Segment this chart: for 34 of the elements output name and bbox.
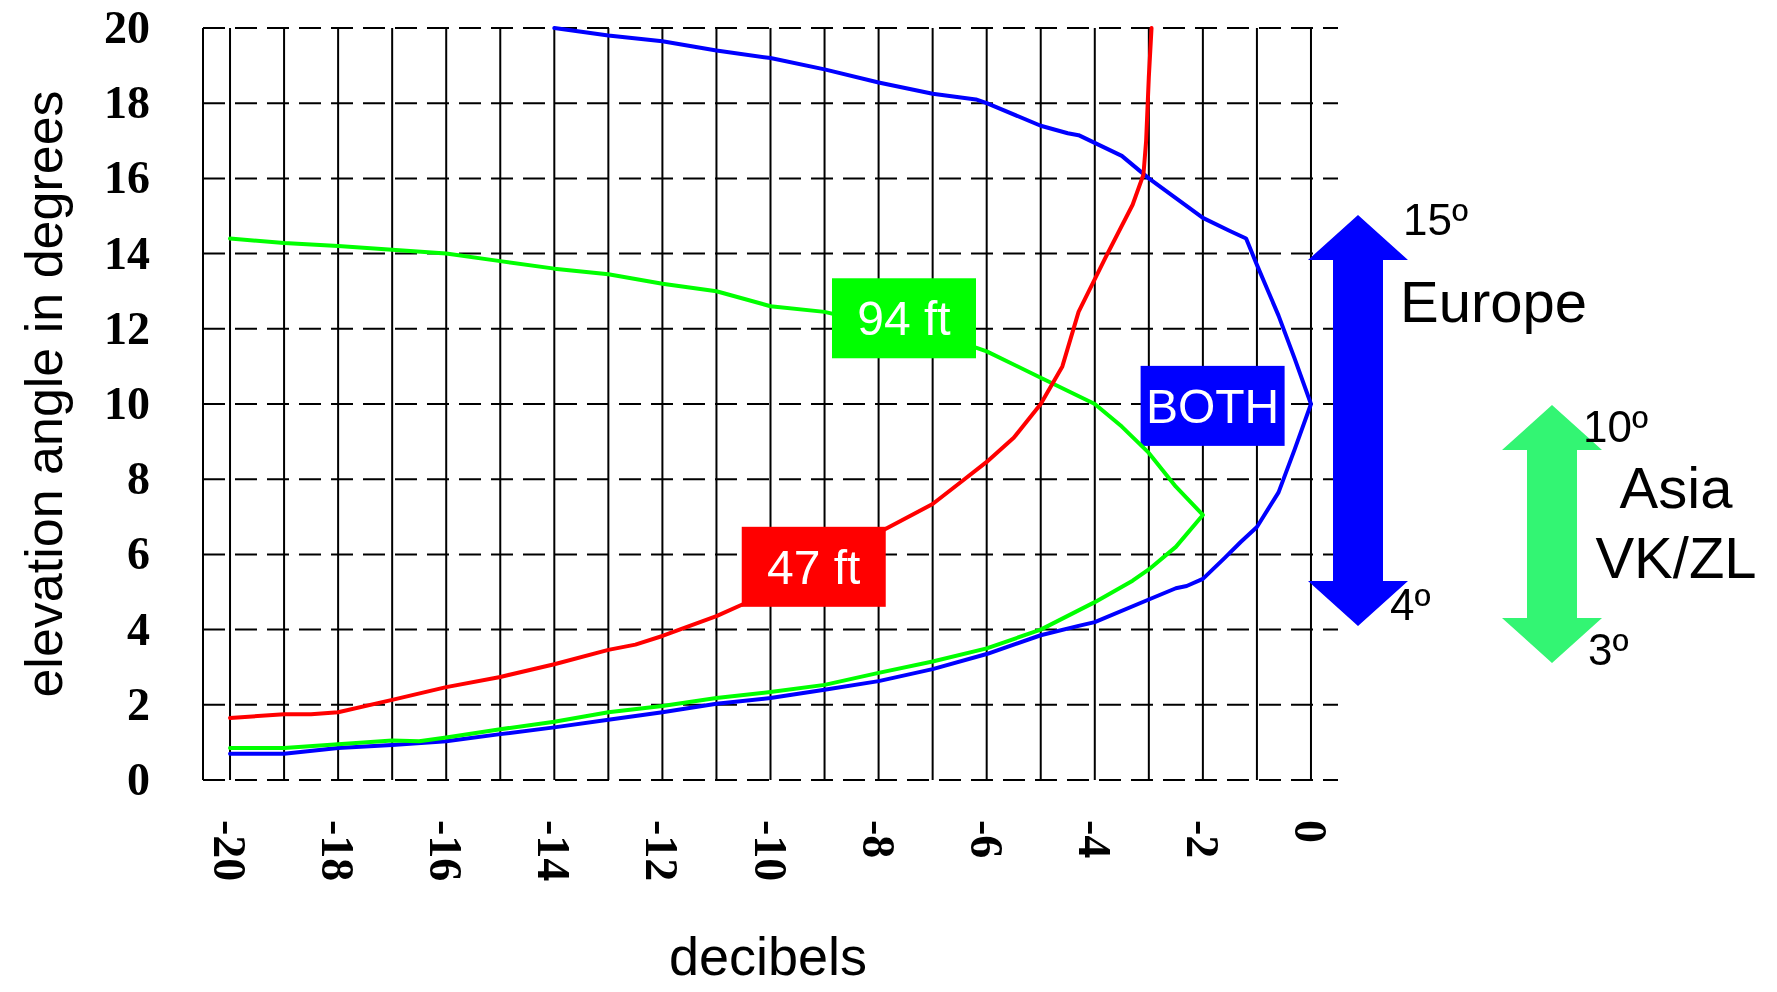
line-series [228,26,1313,756]
x-tick-label: -8 [852,820,904,859]
x-tick-label: -20 [204,820,256,882]
y-tick-label: 18 [104,77,150,129]
x-tick-label: -18 [312,820,364,882]
series-label: 47 ft [767,540,861,594]
y-tick-label: 8 [127,453,150,505]
text: 4º [1390,580,1431,629]
y-tick-label: 4 [127,603,150,655]
text: Europe [1400,269,1588,334]
y-tick-label: 0 [127,754,150,805]
x-tick-label: -10 [744,820,796,882]
x-tick-label: -6 [960,820,1012,859]
x-tick-label: 0 [1284,820,1336,843]
y-tick-label: 6 [127,528,150,580]
text: Asia VK/ZL [1595,455,1757,590]
y-tick-label: 10 [104,378,150,429]
text: 3º [1588,625,1629,674]
y-tick-label: 14 [104,227,150,279]
y-tick-label: 16 [104,152,150,204]
x-tick-label: -4 [1068,820,1120,859]
series-label: 94 ft [857,292,951,346]
y-axis-title: elevation angle in degrees [15,90,73,698]
series-label: BOTH [1145,379,1280,433]
x-tick-label: -16 [420,820,472,882]
x-tick-label: -2 [1176,820,1228,859]
y-tick-label: 20 [104,2,150,53]
x-tick-label: -12 [636,820,688,882]
y-tick-label: 12 [104,302,150,354]
x-tick-label: -14 [528,820,580,882]
x-axis-title: decibels [668,926,868,986]
text: 15º [1403,195,1469,244]
y-tick-label: 2 [127,678,150,730]
text: 10º [1583,402,1649,451]
